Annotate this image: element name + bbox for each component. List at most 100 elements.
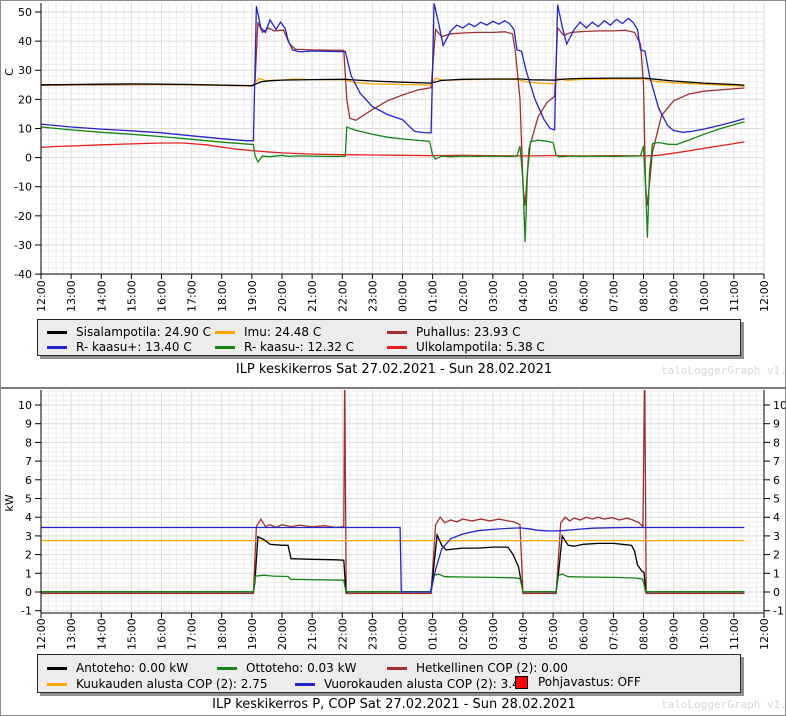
svg-text:10: 10 <box>773 399 786 412</box>
svg-text:-10: -10 <box>14 181 32 194</box>
kuukauden-cop-swatch <box>47 682 67 686</box>
svg-text:8: 8 <box>25 436 32 449</box>
svg-text:18:00: 18:00 <box>216 280 229 312</box>
hetkellinen-cop-swatch <box>387 666 407 670</box>
power-cop-chart-title: ILP keskikerros P, COP Sat 27.02.2021 - … <box>212 697 576 712</box>
svg-text:17:00: 17:00 <box>186 280 199 312</box>
legend-label: R- kaasu+: 13.40 C <box>76 340 192 354</box>
svg-text:10:00: 10:00 <box>698 280 711 312</box>
svg-text:14:00: 14:00 <box>95 280 108 312</box>
svg-text:00:00: 00:00 <box>397 618 410 650</box>
svg-text:10:00: 10:00 <box>698 618 711 650</box>
svg-text:kW: kW <box>3 494 16 511</box>
svg-text:20:00: 20:00 <box>276 618 289 650</box>
svg-text:1: 1 <box>25 567 32 580</box>
legend-label: Imu: 24.48 C <box>244 325 322 339</box>
svg-text:0: 0 <box>25 586 32 599</box>
svg-text:22:00: 22:00 <box>336 618 349 650</box>
svg-text:13:00: 13:00 <box>65 280 78 312</box>
svg-text:7: 7 <box>773 455 780 468</box>
legend-label: Pohjavastus: OFF <box>538 675 641 689</box>
svg-text:16:00: 16:00 <box>156 280 169 312</box>
legend-item-ottoteho: Ottoteho: 0.03 kW <box>217 661 356 675</box>
pohjavastus-indicator-icon <box>515 675 528 689</box>
legend-item-pohjavastus: Pohjavastus: OFF <box>515 675 641 689</box>
svg-text:16:00: 16:00 <box>156 618 169 650</box>
svg-text:07:00: 07:00 <box>607 280 620 312</box>
svg-text:07:00: 07:00 <box>607 618 620 650</box>
power-cop-chart: 10 109 98 87 76 65 54 43 32 21 10 0-1 -112:00 13:00 14… <box>3 390 786 650</box>
svg-text:7: 7 <box>25 455 32 468</box>
legend-label: Ulkolampotila: 5.38 C <box>416 340 545 354</box>
ulkolampotila-swatch <box>387 345 407 349</box>
svg-text:12:00: 12:00 <box>758 618 771 650</box>
svg-text:12:00: 12:00 <box>35 280 48 312</box>
legend-label: Sisalampotila: 24.90 C <box>76 325 212 339</box>
r-kaasu-plus-swatch <box>47 345 67 349</box>
temperature-legend: Sisalampotila: 24.90 C Imu: 24.48 C Puha… <box>37 319 741 356</box>
legend-label: Kuukauden alusta COP (2): 2.75 <box>76 677 268 691</box>
svg-text:0: 0 <box>773 586 780 599</box>
svg-text:12:00: 12:00 <box>35 618 48 650</box>
sisalampotila-swatch <box>47 330 67 334</box>
svg-text:00:00: 00:00 <box>397 280 410 312</box>
legend-item-r-kaasu-plus: R- kaasu+: 13.40 C <box>47 340 192 354</box>
svg-text:4: 4 <box>25 511 32 524</box>
svg-text:21:00: 21:00 <box>306 618 319 650</box>
svg-text:11:00: 11:00 <box>728 280 741 312</box>
svg-text:3: 3 <box>25 530 32 543</box>
svg-text:-20: -20 <box>14 210 32 223</box>
legend-item-vuorokauden-cop: Vuorokauden alusta COP (2): 3.42 <box>295 677 527 691</box>
svg-text:21:00: 21:00 <box>306 280 319 312</box>
svg-text:9: 9 <box>25 418 32 431</box>
legend-item-antoteho: Antoteho: 0.00 kW <box>47 661 188 675</box>
svg-text:02:00: 02:00 <box>457 618 470 650</box>
legend-label: Antoteho: 0.00 kW <box>76 661 189 675</box>
svg-text:9: 9 <box>773 418 780 431</box>
vuorokauden-cop-swatch <box>295 682 315 686</box>
svg-text:10: 10 <box>18 399 32 412</box>
svg-text:-1: -1 <box>21 605 32 618</box>
legend-label: Ottoteho: 0.03 kW <box>246 661 357 675</box>
svg-text:14:00: 14:00 <box>95 618 108 650</box>
watermark-top: taloLoggerGraph v1.2 <box>661 364 786 377</box>
legend-item-ulkolampotila: Ulkolampotila: 5.38 C <box>387 340 545 354</box>
svg-text:05:00: 05:00 <box>547 618 560 650</box>
ottoteho-swatch <box>217 666 237 670</box>
svg-text:04:00: 04:00 <box>517 280 530 312</box>
svg-text:01:00: 01:00 <box>427 280 440 312</box>
legend-item-hetkellinen-cop: Hetkellinen COP (2): 0.00 <box>387 661 568 675</box>
svg-text:30: 30 <box>18 64 32 77</box>
svg-text:-30: -30 <box>14 239 32 252</box>
svg-text:3: 3 <box>773 530 780 543</box>
svg-text:6: 6 <box>25 474 32 487</box>
svg-text:0: 0 <box>25 152 32 165</box>
svg-text:08:00: 08:00 <box>638 280 651 312</box>
legend-label: Vuorokauden alusta COP (2): 3.42 <box>324 677 528 691</box>
legend-label: R- kaasu-: 12.32 C <box>244 340 355 354</box>
svg-text:1: 1 <box>773 567 780 580</box>
svg-text:15:00: 15:00 <box>125 280 138 312</box>
svg-text:50: 50 <box>18 6 32 19</box>
svg-text:04:00: 04:00 <box>517 618 530 650</box>
legend-label: Puhallus: 23.93 C <box>416 325 521 339</box>
svg-text:2: 2 <box>25 549 32 562</box>
svg-text:12:00: 12:00 <box>758 280 771 312</box>
legend-item-puhallus: Puhallus: 23.93 C <box>387 325 521 339</box>
svg-text:11:00: 11:00 <box>728 618 741 650</box>
legend-item-sisalampotila: Sisalampotila: 24.90 C <box>47 325 211 339</box>
svg-text:03:00: 03:00 <box>487 280 500 312</box>
svg-text:13:00: 13:00 <box>65 618 78 650</box>
svg-text:17:00: 17:00 <box>186 618 199 650</box>
svg-text:23:00: 23:00 <box>366 280 379 312</box>
legend-item-kuukauden-cop: Kuukauden alusta COP (2): 2.75 <box>47 677 267 691</box>
svg-text:03:00: 03:00 <box>487 618 500 650</box>
svg-text:06:00: 06:00 <box>577 280 590 312</box>
svg-text:19:00: 19:00 <box>246 618 259 650</box>
panel-separator <box>1 387 785 389</box>
svg-text:01:00: 01:00 <box>427 618 440 650</box>
svg-text:09:00: 09:00 <box>668 618 681 650</box>
svg-text:19:00: 19:00 <box>246 280 259 312</box>
svg-text:6: 6 <box>773 474 780 487</box>
